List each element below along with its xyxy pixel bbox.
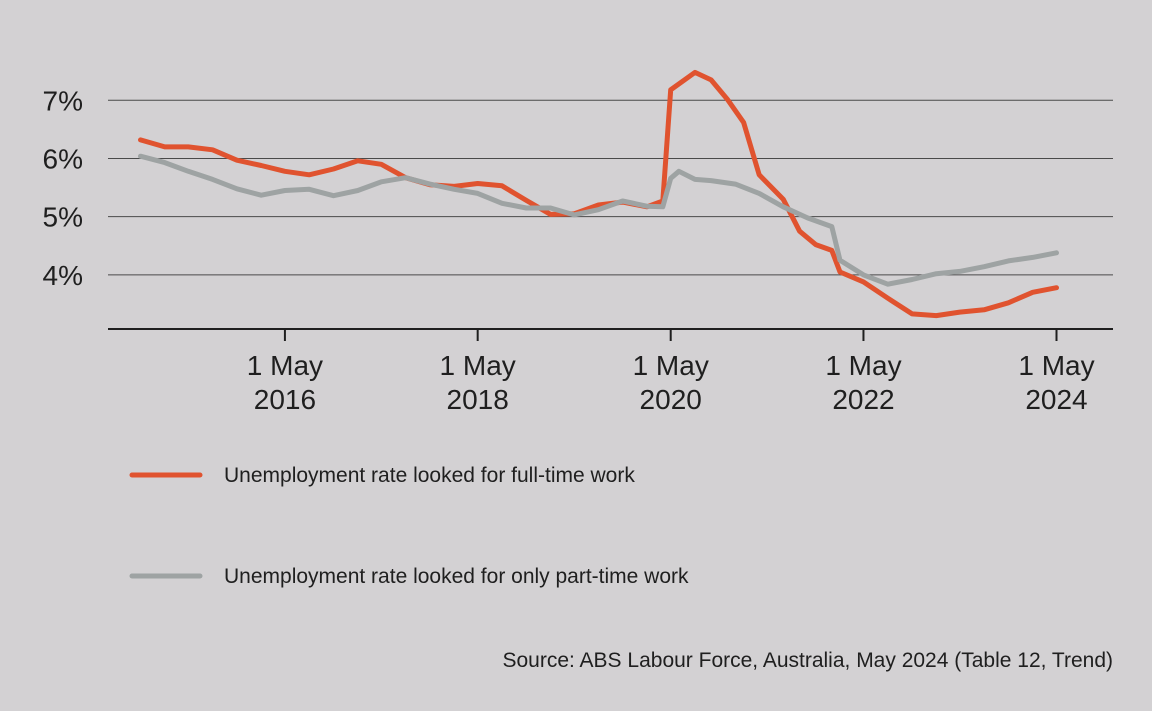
x-tick-label: 1 May: [1018, 350, 1094, 381]
y-tick-label: 4%: [43, 260, 83, 291]
x-tick-label: 2018: [447, 384, 509, 415]
y-tick-label: 6%: [43, 143, 83, 174]
x-tick-label: 2020: [640, 384, 702, 415]
legend-label: Unemployment rate looked for only part-t…: [224, 565, 689, 588]
x-tick-label: 2022: [832, 384, 894, 415]
x-tick-label: 2016: [254, 384, 316, 415]
legend-label: Unemployment rate looked for full-time w…: [224, 464, 635, 487]
x-tick-label: 1 May: [633, 350, 709, 381]
series-line-part-time: [138, 153, 1059, 287]
gridlines: [108, 99, 1113, 276]
legend: Unemployment rate looked for full-time w…: [129, 464, 689, 588]
series-lines: [138, 69, 1059, 319]
y-axis: 4% 5% 6% 7%: [43, 85, 83, 291]
source-note: Source: ABS Labour Force, Australia, May…: [503, 649, 1114, 672]
x-tick-label: 1 May: [825, 350, 901, 381]
y-tick-label: 7%: [43, 85, 83, 116]
y-tick-label: 5%: [43, 202, 83, 233]
x-tick-label: 1 May: [440, 350, 516, 381]
x-tick-label: 2024: [1025, 384, 1087, 415]
x-tick-label: 1 May: [247, 350, 323, 381]
